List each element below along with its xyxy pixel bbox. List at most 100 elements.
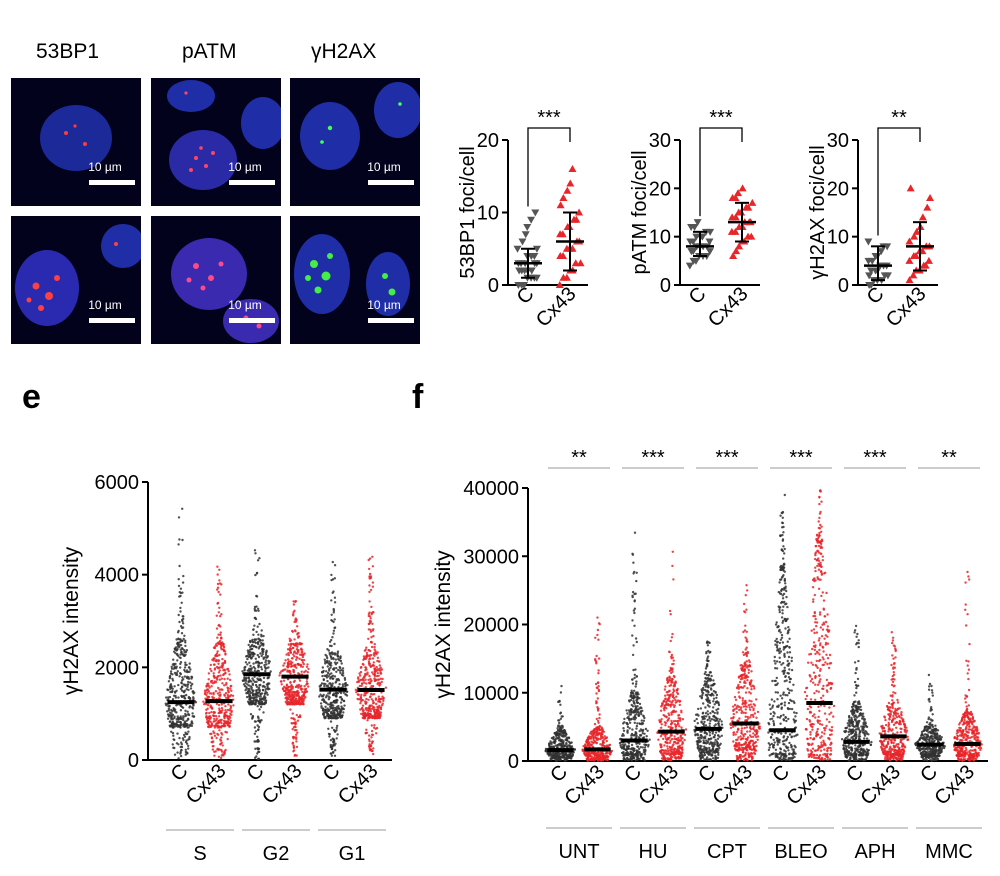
data-point xyxy=(332,611,335,614)
data-point xyxy=(600,737,603,740)
data-point xyxy=(170,667,174,670)
data-point xyxy=(631,552,634,555)
data-point xyxy=(751,752,754,755)
data-point xyxy=(676,720,679,723)
group-label: G2 xyxy=(263,843,290,860)
data-point xyxy=(358,672,361,675)
data-point xyxy=(335,726,338,730)
data-point xyxy=(292,701,296,704)
data-point xyxy=(305,680,309,683)
data-point xyxy=(627,747,631,750)
data-point xyxy=(592,757,595,761)
data-point xyxy=(223,752,226,755)
data-point xyxy=(867,282,876,289)
data-point xyxy=(213,646,217,650)
data-point xyxy=(221,657,224,661)
data-point xyxy=(253,720,257,723)
data-point xyxy=(704,685,708,688)
data-point xyxy=(677,714,680,717)
data-point xyxy=(376,651,379,654)
data-point xyxy=(739,757,743,761)
data-point xyxy=(369,677,372,681)
data-point xyxy=(278,674,281,677)
data-point xyxy=(669,613,672,616)
data-point xyxy=(625,722,628,725)
data-point xyxy=(332,692,336,695)
data-point xyxy=(259,652,262,655)
data-point xyxy=(181,685,184,688)
data-point xyxy=(625,752,629,755)
data-point xyxy=(182,574,185,578)
data-point xyxy=(632,747,635,750)
data-point xyxy=(185,669,189,672)
data-point xyxy=(740,664,743,667)
data-point xyxy=(222,645,225,648)
data-point xyxy=(375,726,379,730)
data-point xyxy=(600,756,603,759)
data-point xyxy=(292,603,296,606)
data-point xyxy=(241,670,244,673)
data-point xyxy=(372,673,375,676)
data-point xyxy=(634,685,637,688)
data-point xyxy=(300,687,304,691)
data-point xyxy=(295,713,298,717)
data-point xyxy=(209,725,213,728)
data-point xyxy=(703,751,706,754)
data-point xyxy=(295,643,298,647)
data-point xyxy=(177,629,180,633)
data-point xyxy=(565,741,568,745)
data-point xyxy=(322,682,326,685)
data-point xyxy=(659,750,662,753)
data-point xyxy=(296,645,299,648)
data-point xyxy=(739,706,743,709)
data-point xyxy=(632,756,636,760)
data-point xyxy=(183,689,187,692)
data-point xyxy=(712,697,716,700)
data-point xyxy=(262,711,265,714)
data-point xyxy=(675,738,678,741)
data-point xyxy=(671,691,675,694)
data-point xyxy=(623,753,626,756)
data-point xyxy=(714,719,717,722)
data-point xyxy=(293,638,296,641)
data-point xyxy=(219,674,222,677)
y-tick-label: 30 xyxy=(827,130,849,152)
data-point xyxy=(676,722,680,725)
data-point xyxy=(258,708,261,711)
data-point xyxy=(373,713,376,716)
data-point xyxy=(366,654,369,657)
data-point xyxy=(190,676,194,679)
data-point xyxy=(293,699,296,702)
data-point xyxy=(628,700,631,703)
data-point xyxy=(596,681,600,685)
data-point xyxy=(605,744,609,747)
data-point xyxy=(368,674,371,678)
data-point xyxy=(670,751,673,754)
data-point xyxy=(648,738,651,741)
data-point xyxy=(168,705,171,708)
data-point xyxy=(711,732,714,735)
data-point xyxy=(748,691,751,694)
data-point xyxy=(191,715,194,718)
data-point xyxy=(339,656,342,659)
data-point xyxy=(331,726,334,729)
data-point xyxy=(364,702,367,705)
data-point xyxy=(746,651,750,655)
data-point xyxy=(375,702,378,706)
data-point xyxy=(207,690,211,693)
data-point xyxy=(374,669,377,673)
data-point xyxy=(626,712,629,715)
data-point xyxy=(683,738,686,742)
data-point xyxy=(184,661,187,664)
data-point xyxy=(176,715,179,718)
data-point xyxy=(375,711,379,715)
data-point xyxy=(675,748,679,751)
data-point xyxy=(249,685,253,688)
data-point xyxy=(706,710,709,713)
data-point xyxy=(302,658,306,662)
data-point xyxy=(712,706,715,709)
data-point xyxy=(173,685,176,688)
data-point xyxy=(223,694,226,697)
data-point xyxy=(293,650,296,653)
data-point xyxy=(217,703,221,707)
